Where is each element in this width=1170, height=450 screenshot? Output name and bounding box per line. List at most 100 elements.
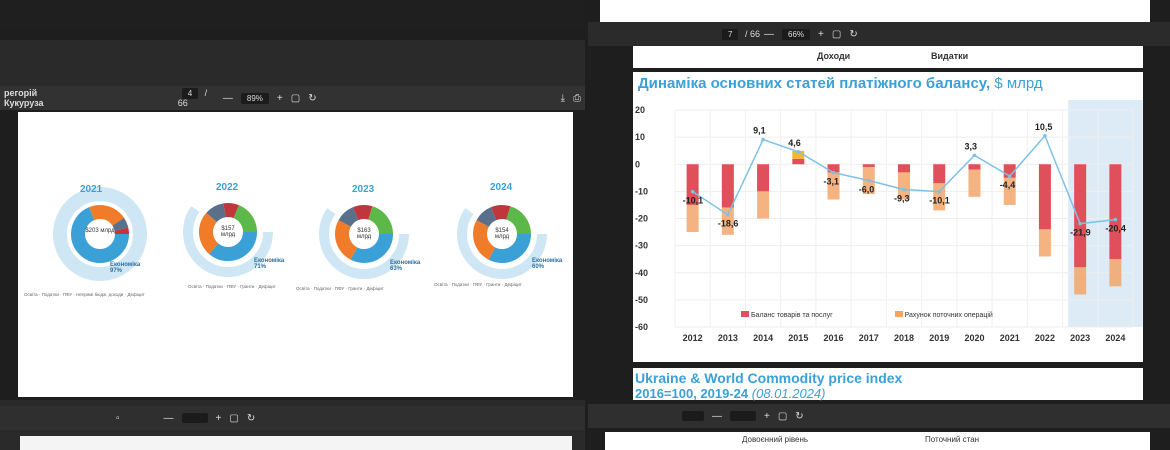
bar [1074, 164, 1087, 268]
zoom-out-icon-right-bottom[interactable]: — [712, 410, 722, 422]
legend-swatch-line [894, 311, 903, 317]
page-number-input[interactable]: 4 [181, 88, 199, 99]
zoom-in-icon-right[interactable]: + [818, 28, 824, 40]
commodity-slide: Ukraine & World Commodity price index 20… [633, 368, 1143, 401]
y-tick-label: -20 [635, 214, 648, 224]
x-tick-label: 2023 [1070, 333, 1090, 343]
zoom-level[interactable]: 89% [240, 92, 269, 104]
current-state-label: Поточний стан [925, 435, 980, 444]
data-label: -9,3 [894, 193, 910, 203]
legend-row-2024: Освіта · Податки · ПФУ · Гранти · Дефіци… [434, 282, 522, 287]
year-label-2024: 2024 [490, 182, 513, 193]
donut-center-2024: $154 млрд [494, 228, 510, 240]
x-tick-label: 2013 [718, 333, 738, 343]
bar [1038, 164, 1051, 230]
data-label: -20,4 [1105, 224, 1126, 234]
x-tick-label: 2015 [788, 333, 808, 343]
zoom-out-icon-right[interactable]: — [764, 28, 775, 40]
bar-stack [898, 172, 910, 200]
bar [686, 164, 699, 205]
bar [968, 164, 981, 170]
bar-stack [792, 150, 805, 159]
zoom-level-bottom[interactable] [181, 413, 208, 423]
print-icon[interactable]: ⎙ [573, 92, 581, 104]
bar [721, 164, 734, 208]
fit-page-icon-right[interactable]: ▢ [831, 28, 842, 40]
bar-stack [1109, 259, 1122, 287]
commodity-title-1: Ukraine & World Commodity price index [635, 370, 903, 386]
y-tick-label: -50 [635, 295, 648, 305]
x-tick-label: 2019 [929, 333, 949, 343]
header-income: Доходи [817, 51, 851, 61]
bar [1109, 164, 1122, 260]
commodity-title-2: 2016=100, 2019-24 (08.01.2024) [635, 386, 826, 401]
data-label: 9,1 [753, 126, 766, 136]
zoom-level-right-bottom[interactable] [730, 411, 756, 421]
left-pdf-page: 2021 2022 2023 2024 $203 млрд $157 млрд … [18, 112, 573, 397]
left-bottom-toolbar: ▫ — + ▢ ↻ [0, 406, 585, 430]
line-point [1078, 221, 1082, 226]
right-bottom-toolbar: — + ▢ ↻ [588, 404, 1170, 428]
line-point [902, 187, 906, 192]
donut-2022 [183, 187, 273, 277]
bar-stack [686, 204, 699, 233]
page-mini-icon[interactable]: ▫ [116, 412, 120, 424]
y-tick-label: -30 [635, 241, 648, 251]
zoom-in-icon[interactable]: + [276, 92, 283, 104]
y-tick-label: -10 [635, 186, 648, 196]
fit-page-icon-right-bottom[interactable]: ▢ [777, 410, 788, 422]
document-title: регорій Кукуруза [4, 88, 44, 108]
legend-row-2021: Освіта · Податки · ПФУ · Непрямі бюдж. д… [24, 292, 145, 297]
budget-donuts [53, 187, 547, 281]
page-number-input-right[interactable]: 7 [722, 29, 739, 40]
fit-page-icon-bottom[interactable]: ▢ [229, 412, 239, 424]
bar-stack [968, 169, 981, 197]
x-tick-label: 2017 [859, 333, 879, 343]
year-label-2022: 2022 [216, 182, 239, 193]
bar-stack [933, 183, 946, 211]
bar [862, 164, 875, 167]
data-label: -10,1 [683, 196, 704, 206]
zoom-out-icon[interactable]: — [222, 92, 233, 104]
donut-center-2023: $163 млрд [356, 228, 372, 240]
left-viewer-toolbar: регорій Кукуруза 4 / 66 — 89% + ▢ ↻ ⤓ ⎙ [0, 86, 585, 110]
page-mini-right[interactable] [682, 411, 704, 421]
legend-swatch-bar [741, 311, 749, 317]
bar-stack [721, 207, 734, 235]
data-label: 3,3 [964, 141, 977, 151]
year-label-2023: 2023 [352, 184, 375, 195]
y-tick-label: 10 [635, 132, 645, 142]
bar-stack [1038, 229, 1051, 257]
rotate-icon-right-bottom[interactable]: ↻ [795, 410, 804, 422]
rotate-icon[interactable]: ↻ [308, 92, 317, 104]
bar [827, 164, 840, 173]
x-tick-label: 2022 [1035, 333, 1055, 343]
data-label: -10,1 [929, 196, 950, 206]
rotate-icon-bottom[interactable]: ↻ [246, 412, 256, 424]
zoom-in-icon-right-bottom[interactable]: + [764, 410, 770, 422]
line-point [1043, 133, 1047, 138]
bar-stack [1074, 267, 1087, 295]
x-tick-label: 2024 [1105, 333, 1125, 343]
donut-caption-2022: Економіка 71% [254, 258, 285, 270]
zoom-level-right[interactable]: 66% [782, 28, 811, 40]
donut-2021 [53, 187, 147, 281]
chart-title: Динаміка основних статей платіжного бала… [638, 75, 1043, 92]
line-point [761, 137, 765, 142]
left-dark-band [0, 40, 585, 86]
right-bottom-page: Довоєнний рівень Поточний стан [605, 432, 1150, 450]
zoom-out-icon-bottom[interactable]: — [163, 412, 174, 424]
donut-caption-2021: Економіка 97% [110, 262, 141, 274]
bar [898, 164, 910, 173]
rotate-icon-right[interactable]: ↻ [849, 28, 858, 40]
zoom-in-icon-bottom[interactable]: + [215, 412, 222, 424]
fit-page-icon[interactable]: ▢ [290, 92, 301, 104]
data-label: 10,5 [1035, 122, 1053, 132]
line-point [1007, 174, 1012, 178]
left-top-strip [0, 0, 585, 28]
bar [792, 158, 805, 165]
x-tick-label: 2012 [683, 333, 703, 343]
donut-2024 [457, 189, 547, 279]
download-icon[interactable]: ⤓ [560, 92, 565, 104]
bar [933, 164, 946, 184]
